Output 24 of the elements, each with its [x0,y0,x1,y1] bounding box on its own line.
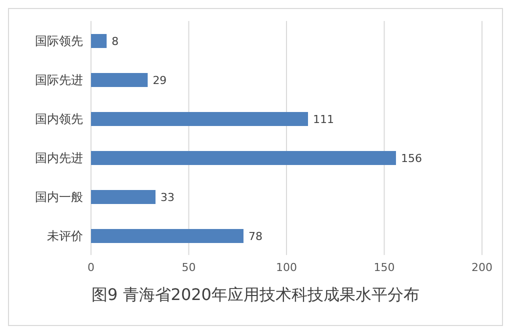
y-tick-label: 国际领先 [35,34,83,48]
x-tick-label: 0 [88,260,94,274]
bar [91,73,148,87]
bar [91,34,107,48]
bar [91,229,244,243]
y-tick-label: 国内先进 [35,150,83,165]
data-label: 33 [160,190,175,204]
y-tick-label: 国际先进 [35,72,83,87]
data-label: 156 [400,152,422,165]
y-tick-label: 未评价 [47,228,83,243]
x-tick-label: 100 [276,260,297,274]
y-tick-label: 国内一般 [35,190,83,204]
bar [91,112,308,126]
bar [91,151,396,165]
data-label: 78 [248,230,262,243]
x-tick-label: 150 [374,260,395,274]
x-tick-label: 200 [472,260,492,274]
text: 图9 青海省2020年应用技术科技成果水平分布 [90,285,420,306]
bar [91,190,156,204]
data-label: 8 [112,34,119,48]
data-label: 111 [313,112,334,126]
y-tick-label: 国内领先 [35,112,83,126]
x-tick-label: 50 [182,260,196,274]
data-label: 29 [152,74,167,87]
